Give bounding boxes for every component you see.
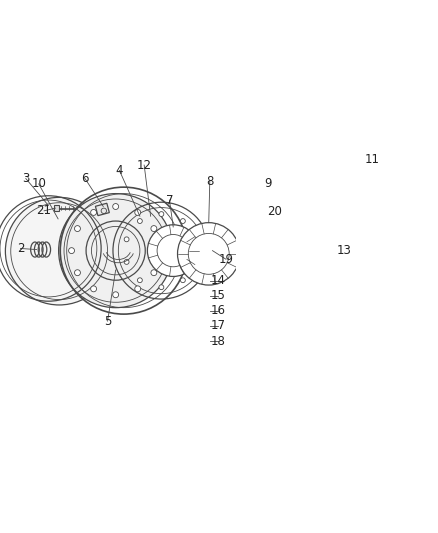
Circle shape bbox=[138, 219, 142, 223]
Circle shape bbox=[263, 233, 268, 239]
Circle shape bbox=[272, 243, 288, 259]
Text: 4: 4 bbox=[116, 164, 123, 177]
Text: 12: 12 bbox=[137, 159, 152, 172]
Circle shape bbox=[177, 223, 240, 285]
Circle shape bbox=[113, 204, 119, 209]
Circle shape bbox=[59, 193, 173, 308]
Text: 10: 10 bbox=[31, 177, 46, 190]
Circle shape bbox=[151, 270, 157, 276]
Text: 7: 7 bbox=[166, 193, 173, 207]
Circle shape bbox=[5, 197, 113, 305]
Circle shape bbox=[157, 248, 163, 254]
Circle shape bbox=[292, 233, 297, 239]
Bar bbox=[276, 210, 281, 214]
Text: 15: 15 bbox=[210, 289, 225, 302]
Text: 5: 5 bbox=[104, 314, 111, 328]
Circle shape bbox=[91, 286, 96, 292]
Circle shape bbox=[180, 219, 185, 223]
Text: 11: 11 bbox=[365, 152, 380, 166]
Text: 2: 2 bbox=[17, 242, 24, 255]
Circle shape bbox=[69, 248, 74, 254]
Circle shape bbox=[194, 237, 198, 242]
Circle shape bbox=[135, 209, 141, 215]
Text: 16: 16 bbox=[210, 304, 226, 317]
Polygon shape bbox=[254, 219, 305, 283]
Text: 6: 6 bbox=[81, 172, 89, 185]
Text: 20: 20 bbox=[267, 205, 282, 219]
Ellipse shape bbox=[359, 190, 376, 198]
Text: 8: 8 bbox=[206, 175, 213, 188]
Circle shape bbox=[180, 278, 185, 282]
Circle shape bbox=[265, 236, 295, 265]
Text: 18: 18 bbox=[210, 335, 225, 348]
Ellipse shape bbox=[359, 174, 376, 182]
Circle shape bbox=[151, 225, 157, 231]
Circle shape bbox=[124, 237, 129, 242]
Bar bbox=[95, 203, 110, 216]
Text: 9: 9 bbox=[264, 177, 272, 190]
Text: 19: 19 bbox=[219, 253, 233, 266]
Text: 17: 17 bbox=[210, 319, 226, 333]
Circle shape bbox=[138, 278, 142, 282]
Text: 21: 21 bbox=[37, 204, 52, 217]
Circle shape bbox=[148, 225, 199, 277]
Text: 14: 14 bbox=[210, 274, 226, 287]
Text: 13: 13 bbox=[337, 244, 352, 257]
Circle shape bbox=[91, 209, 96, 215]
Circle shape bbox=[135, 286, 141, 292]
Circle shape bbox=[159, 212, 164, 216]
Text: 3: 3 bbox=[22, 172, 29, 185]
Circle shape bbox=[194, 260, 198, 264]
Circle shape bbox=[74, 225, 81, 231]
Circle shape bbox=[292, 262, 297, 268]
Circle shape bbox=[113, 292, 119, 298]
Circle shape bbox=[124, 260, 129, 264]
Circle shape bbox=[159, 285, 164, 289]
Circle shape bbox=[263, 262, 268, 268]
Bar bbox=[54, 205, 59, 211]
Circle shape bbox=[74, 270, 81, 276]
